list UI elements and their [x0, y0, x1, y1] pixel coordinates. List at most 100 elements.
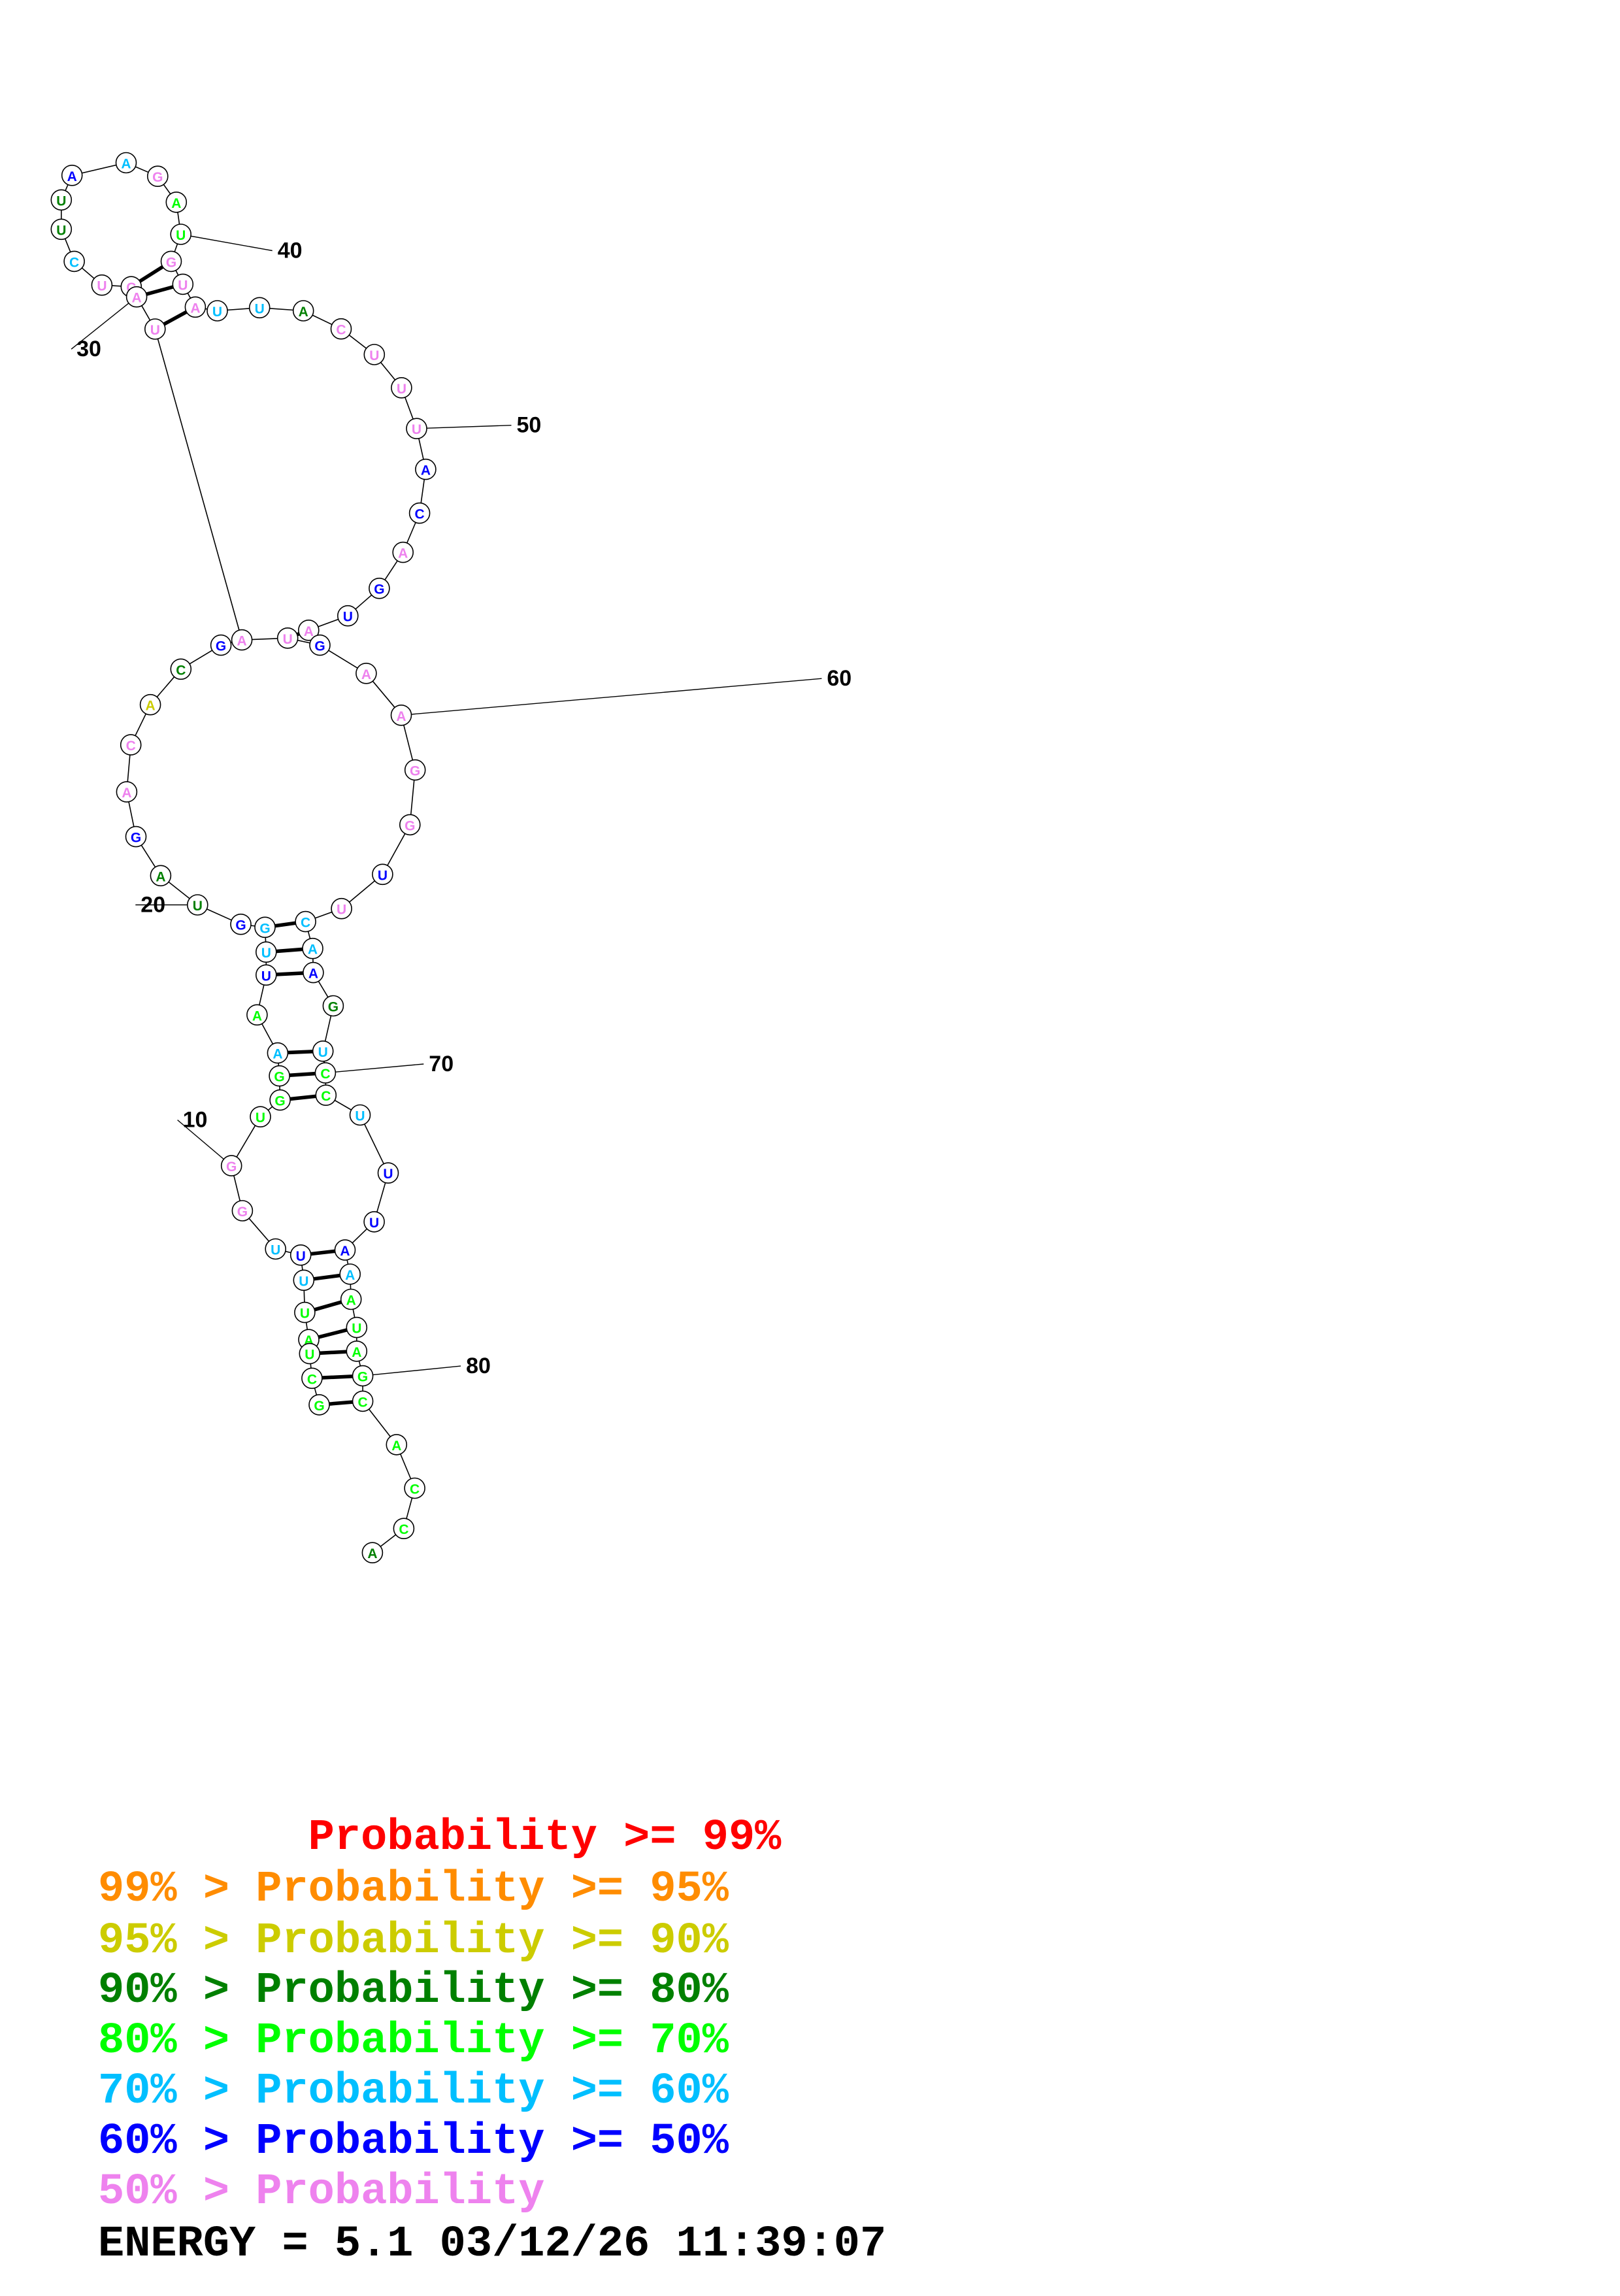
svg-text:99% > Probability >= 95%: 99% > Probability >= 95%: [98, 1865, 729, 1914]
svg-text:G: G: [314, 1399, 324, 1414]
svg-text:U: U: [355, 1109, 365, 1124]
svg-text:A: A: [345, 1268, 355, 1283]
svg-text:U: U: [305, 1348, 314, 1363]
svg-text:30: 30: [76, 337, 101, 361]
svg-text:C: C: [176, 663, 186, 678]
svg-text:U: U: [176, 228, 186, 243]
svg-text:70: 70: [429, 1052, 454, 1076]
svg-text:G: G: [235, 918, 246, 933]
svg-text:U: U: [397, 382, 406, 397]
svg-text:U: U: [352, 1322, 361, 1337]
svg-text:U: U: [337, 903, 346, 918]
svg-text:A: A: [421, 463, 431, 478]
svg-text:C: C: [320, 1067, 330, 1082]
svg-text:G: G: [131, 831, 141, 846]
svg-text:C: C: [358, 1395, 368, 1410]
svg-text:C: C: [410, 1482, 420, 1497]
svg-text:A: A: [122, 786, 131, 801]
svg-text:ENERGY = 5.1 03/12/26 11:39:0: ENERGY = 5.1 03/12/26 11:39:07: [98, 2220, 886, 2269]
svg-text:A: A: [171, 196, 181, 211]
svg-text:10: 10: [183, 1108, 208, 1133]
svg-text:A: A: [398, 546, 408, 561]
svg-text:A: A: [346, 1293, 356, 1308]
svg-text:90% > Probability >= 80%: 90% > Probability >= 80%: [98, 1966, 729, 2016]
svg-text:C: C: [415, 507, 425, 522]
svg-text:A: A: [146, 699, 156, 714]
svg-text:G: G: [259, 921, 270, 936]
svg-text:A: A: [299, 305, 308, 320]
svg-text:50: 50: [517, 413, 542, 438]
svg-text:U: U: [369, 1216, 379, 1231]
svg-text:U: U: [283, 632, 293, 647]
svg-text:U: U: [300, 1306, 310, 1322]
svg-text:G: G: [410, 764, 420, 779]
svg-text:20: 20: [141, 893, 165, 918]
svg-text:C: C: [126, 739, 136, 754]
svg-text:A: A: [340, 1244, 350, 1259]
svg-text:G: G: [357, 1370, 368, 1385]
svg-text:Probability >= 99%: Probability >= 99%: [98, 1813, 782, 1863]
svg-text:60% > Probability >= 50%: 60% > Probability >= 50%: [98, 2117, 729, 2167]
svg-text:G: G: [405, 818, 415, 833]
svg-text:A: A: [391, 1439, 401, 1454]
svg-text:U: U: [97, 279, 107, 294]
svg-text:U: U: [318, 1045, 328, 1060]
svg-text:A: A: [190, 301, 200, 316]
svg-text:U: U: [193, 899, 203, 914]
svg-text:C: C: [399, 1522, 408, 1537]
svg-text:70% > Probability >= 60%: 70% > Probability >= 60%: [98, 2067, 729, 2116]
svg-text:C: C: [336, 323, 346, 338]
svg-text:U: U: [56, 193, 66, 208]
svg-text:U: U: [256, 1110, 265, 1125]
svg-text:A: A: [396, 709, 406, 724]
svg-text:A: A: [156, 869, 165, 884]
svg-text:U: U: [56, 223, 66, 238]
svg-text:A: A: [121, 157, 131, 172]
svg-text:U: U: [212, 305, 222, 320]
svg-text:U: U: [150, 323, 160, 338]
svg-text:A: A: [132, 291, 142, 306]
svg-text:C: C: [321, 1089, 331, 1104]
svg-text:A: A: [367, 1546, 377, 1561]
svg-text:A: A: [308, 967, 318, 982]
svg-text:U: U: [261, 946, 271, 961]
svg-text:A: A: [352, 1345, 361, 1360]
svg-text:C: C: [307, 1372, 317, 1387]
svg-text:G: G: [216, 639, 226, 654]
svg-text:G: G: [226, 1159, 237, 1174]
svg-text:95% > Probability >= 90%: 95% > Probability >= 90%: [98, 1916, 729, 1966]
svg-text:40: 40: [278, 239, 303, 263]
svg-text:U: U: [271, 1243, 280, 1258]
svg-text:A: A: [361, 667, 371, 682]
svg-text:G: G: [274, 1070, 284, 1085]
svg-text:U: U: [383, 1167, 393, 1182]
svg-text:U: U: [261, 969, 271, 984]
svg-text:80% > Probability >= 70%: 80% > Probability >= 70%: [98, 2016, 729, 2066]
svg-text:U: U: [378, 868, 388, 883]
svg-text:C: C: [301, 916, 310, 931]
svg-text:U: U: [369, 348, 379, 363]
svg-text:A: A: [273, 1047, 282, 1062]
svg-text:G: G: [237, 1205, 248, 1220]
svg-text:U: U: [299, 1274, 308, 1289]
svg-text:50% > Probability: 50% > Probability: [98, 2167, 545, 2217]
svg-text:A: A: [252, 1008, 262, 1023]
svg-text:U: U: [343, 610, 353, 625]
svg-text:A: A: [308, 942, 318, 957]
svg-text:G: G: [314, 639, 325, 654]
svg-text:A: A: [304, 624, 314, 639]
svg-text:60: 60: [827, 666, 851, 691]
svg-text:G: G: [152, 170, 163, 185]
svg-text:C: C: [69, 255, 79, 270]
svg-text:U: U: [178, 278, 188, 293]
svg-text:G: G: [328, 1000, 339, 1015]
svg-text:U: U: [412, 422, 422, 437]
svg-text:U: U: [255, 301, 265, 316]
svg-text:80: 80: [466, 1354, 491, 1378]
svg-text:G: G: [274, 1094, 285, 1109]
svg-text:U: U: [296, 1249, 306, 1264]
svg-text:G: G: [374, 582, 384, 597]
svg-text:A: A: [237, 634, 247, 649]
svg-text:A: A: [67, 169, 77, 184]
svg-text:G: G: [166, 255, 176, 270]
